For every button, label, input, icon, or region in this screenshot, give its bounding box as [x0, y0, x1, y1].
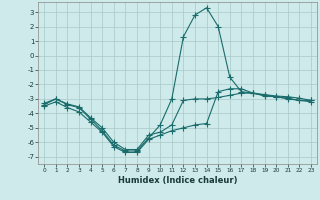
- X-axis label: Humidex (Indice chaleur): Humidex (Indice chaleur): [118, 176, 237, 185]
